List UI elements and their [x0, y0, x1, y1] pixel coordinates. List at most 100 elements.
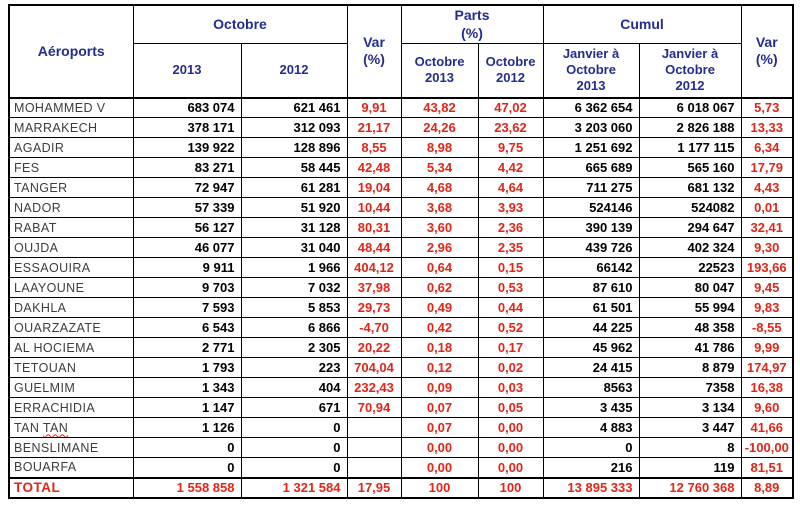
octobre-2012-value-cell: 61 281 [240, 177, 348, 198]
cumul-2012-value-cell: 402 324 [638, 237, 742, 258]
airport-name: MARRAKECH [14, 120, 98, 135]
table-row: MARRAKECH 378 171 312 093 21,17 24,26 23… [8, 117, 794, 138]
table-row: TOTAL 1 558 858 1 321 584 17,95 100 100 … [8, 476, 794, 498]
parts-octobre-2013-cell: 3,68 [400, 197, 479, 218]
table-row: RABAT 56 127 31 128 80,31 3,60 2,36 390 … [8, 217, 794, 238]
var-octobre-cell: -4,70 [346, 317, 402, 338]
parts-octobre-2013-cell: 0,09 [400, 377, 479, 398]
cumul-2012-value-cell: 80 047 [638, 277, 742, 298]
airport-name-cell: TETOUAN [8, 357, 134, 378]
table-row: DAKHLA 7 593 5 853 29,73 0,49 0,44 61 50… [8, 297, 794, 318]
airport-name: RABAT [14, 220, 57, 235]
table-row: TETOUAN 1 793 223 704,04 0,12 0,02 24 41… [8, 357, 794, 378]
octobre-2012-value-cell: 58 445 [240, 157, 348, 178]
parts-octobre-2012-cell: 9,75 [477, 137, 544, 158]
cumul-2013-value-cell: 0 [542, 437, 640, 458]
cumul-2012-value-cell: 565 160 [638, 157, 742, 178]
airport-name-cell: TANGER [8, 177, 134, 198]
airport-name-cell: OUJDA [8, 237, 134, 258]
cumul-2013-value-cell: 439 726 [542, 237, 640, 258]
table-row: OUARZAZATE 6 543 6 866 -4,70 0,42 0,52 4… [8, 317, 794, 338]
parts-octobre-2012-cell: 100 [477, 476, 544, 498]
var-octobre-cell: 70,94 [346, 397, 402, 418]
parts-octobre-2012-cell: 0,03 [477, 377, 544, 398]
octobre-2013-value-cell: 46 077 [132, 237, 242, 258]
parts-octobre-2012-cell: 4,42 [477, 157, 544, 178]
octobre-2012-value-cell: 0 [240, 437, 348, 458]
var-octobre-cell: 232,43 [346, 377, 402, 398]
header-group-row: Aéroports Octobre Var (%) Parts (%) Cumu… [8, 4, 794, 99]
cumul-2012-value-cell: 524082 [638, 197, 742, 218]
airport-name: DAKHLA [14, 300, 67, 315]
table-row: TANGER 72 947 61 281 19,04 4,68 4,64 711… [8, 177, 794, 198]
var-cumul-cell: 81,51 [740, 457, 794, 478]
parts-octobre-2012-cell: 3,93 [477, 197, 544, 218]
var-octobre-cell: 8,55 [346, 137, 402, 158]
table-row: NADOR 57 339 51 920 10,44 3,68 3,93 5241… [8, 197, 794, 218]
airport-name: TETOUAN [14, 360, 77, 375]
cumul-2012-value-cell: 12 760 368 [638, 476, 742, 498]
parts-octobre-2013-cell: 0,00 [400, 437, 479, 458]
header-parts-group: Parts (%) [400, 4, 544, 44]
airport-name: ESSAOUIRA [14, 260, 91, 275]
var-octobre-cell: 404,12 [346, 257, 402, 278]
airport-name: LAAYOUNE [14, 280, 85, 295]
cumul-2012-value-cell: 3 134 [638, 397, 742, 418]
airport-traffic-table: Aéroports Octobre Var (%) Parts (%) Cumu… [8, 4, 794, 499]
var-octobre-cell [346, 437, 402, 458]
airport-name: TOTAL [14, 480, 61, 495]
octobre-2013-value-cell: 9 703 [132, 277, 242, 298]
airport-name-cell: BOUARFA [8, 457, 134, 478]
octobre-2012-value-cell: 671 [240, 397, 348, 418]
octobre-2012-value-cell: 312 093 [240, 117, 348, 138]
parts-octobre-2012-cell: 47,02 [477, 97, 544, 118]
table-body: MOHAMMED V 683 074 621 461 9,91 43,82 47… [8, 97, 794, 498]
airport-name-cell: LAAYOUNE [8, 277, 134, 298]
parts-octobre-2012-cell: 0,17 [477, 337, 544, 358]
table-row: ESSAOUIRA 9 911 1 966 404,12 0,64 0,15 6… [8, 257, 794, 278]
airport-name-cell: MOHAMMED V [8, 97, 134, 118]
parts-octobre-2013-cell: 24,26 [400, 117, 479, 138]
header-cumul-group: Cumul [542, 4, 742, 44]
var-cumul-cell: 6,34 [740, 137, 794, 158]
parts-octobre-2012-cell: 0,53 [477, 277, 544, 298]
parts-octobre-2012-cell: 0,44 [477, 297, 544, 318]
airport-name-cell: BENSLIMANE [8, 437, 134, 458]
var-cumul-cell: 13,33 [740, 117, 794, 138]
octobre-2013-value-cell: 1 147 [132, 397, 242, 418]
airport-traffic-table-container: Aéroports Octobre Var (%) Parts (%) Cumu… [8, 4, 794, 499]
header-sub-row: 2013 2012 Octobre 2013 Octobre 2012 Janv… [9, 43, 793, 99]
parts-octobre-2013-cell: 0,62 [400, 277, 479, 298]
parts-octobre-2012-cell: 2,36 [477, 217, 544, 238]
var-octobre-cell: 21,17 [346, 117, 402, 138]
var-octobre-cell [346, 417, 402, 438]
cumul-2012-value-cell: 48 358 [638, 317, 742, 338]
table-row: TAN TAN 1 126 0 0,07 0,00 4 883 3 447 41… [8, 417, 794, 438]
airport-name-cell: AL HOCIEMA [8, 337, 134, 358]
parts-octobre-2013-cell: 0,07 [400, 417, 479, 438]
table-row: GUELMIM 1 343 404 232,43 0,09 0,03 8563 … [8, 377, 794, 398]
octobre-2012-value-cell: 2 305 [240, 337, 348, 358]
cumul-2012-value-cell: 22523 [638, 257, 742, 278]
octobre-2012-value-cell: 621 461 [240, 97, 348, 118]
octobre-2012-value-cell: 0 [240, 417, 348, 438]
cumul-2012-value-cell: 7358 [638, 377, 742, 398]
parts-octobre-2013-cell: 0,18 [400, 337, 479, 358]
airport-name-cell: OUARZAZATE [8, 317, 134, 338]
cumul-2012-value-cell: 6 018 067 [638, 97, 742, 118]
airport-name: BOUARFA [14, 460, 77, 475]
airport-name-cell: TOTAL [8, 476, 134, 498]
octobre-2013-value-cell: 1 793 [132, 357, 242, 378]
cumul-2013-value-cell: 711 275 [542, 177, 640, 198]
parts-octobre-2013-cell: 0,42 [400, 317, 479, 338]
cumul-2012-value-cell: 55 994 [638, 297, 742, 318]
var-octobre-cell: 37,98 [346, 277, 402, 298]
airport-name: AL HOCIEMA [14, 340, 95, 355]
cumul-2012-value-cell: 294 647 [638, 217, 742, 238]
cumul-2013-value-cell: 8563 [542, 377, 640, 398]
cumul-2013-value-cell: 44 225 [542, 317, 640, 338]
octobre-2013-value-cell: 56 127 [132, 217, 242, 238]
header-cumul-janvier-octobre-2013: Janvier à Octobre 2013 [542, 43, 640, 99]
cumul-2013-value-cell: 61 501 [542, 297, 640, 318]
octobre-2013-value-cell: 0 [132, 457, 242, 478]
